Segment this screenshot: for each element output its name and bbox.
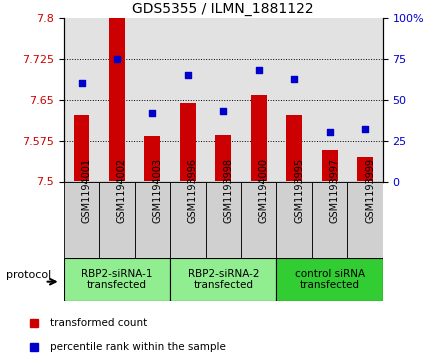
Point: [326, 130, 333, 135]
Text: transformed count: transformed count: [50, 318, 147, 328]
Bar: [64, 182, 99, 258]
Bar: [205, 182, 241, 258]
Bar: [312, 182, 347, 258]
Bar: [276, 258, 383, 301]
Bar: [109, 18, 125, 182]
Bar: [99, 182, 135, 258]
Text: GSM1194002: GSM1194002: [117, 158, 127, 223]
Point: [114, 56, 121, 62]
Bar: [170, 258, 276, 301]
Text: percentile rank within the sample: percentile rank within the sample: [50, 342, 226, 352]
Title: GDS5355 / ILMN_1881122: GDS5355 / ILMN_1881122: [132, 2, 314, 16]
Bar: [286, 115, 302, 182]
Point: [291, 76, 298, 82]
Point: [149, 110, 156, 116]
Text: GSM1193996: GSM1193996: [188, 158, 198, 223]
Bar: [251, 95, 267, 182]
Point: [78, 81, 85, 86]
Bar: [357, 157, 373, 182]
Bar: [276, 18, 312, 182]
Point: [184, 72, 191, 78]
Text: RBP2-siRNA-1
transfected: RBP2-siRNA-1 transfected: [81, 269, 153, 290]
Bar: [347, 182, 383, 258]
Bar: [99, 18, 135, 182]
Bar: [312, 18, 347, 182]
Bar: [180, 102, 196, 182]
Text: GSM1193999: GSM1193999: [365, 158, 375, 223]
Text: GSM1194001: GSM1194001: [81, 158, 92, 223]
Bar: [241, 182, 276, 258]
Bar: [215, 135, 231, 182]
Text: RBP2-siRNA-2
transfected: RBP2-siRNA-2 transfected: [187, 269, 259, 290]
Text: GSM1193997: GSM1193997: [330, 158, 340, 223]
Bar: [64, 18, 99, 182]
Text: GSM1193995: GSM1193995: [294, 158, 304, 223]
Bar: [144, 136, 161, 182]
Bar: [322, 150, 337, 182]
Bar: [64, 258, 170, 301]
Point: [255, 68, 262, 73]
Bar: [170, 18, 205, 182]
Bar: [347, 18, 383, 182]
Bar: [135, 18, 170, 182]
Text: protocol: protocol: [6, 270, 51, 280]
Text: GSM1194000: GSM1194000: [259, 158, 269, 223]
Bar: [276, 182, 312, 258]
Point: [220, 108, 227, 114]
Text: GSM1194003: GSM1194003: [152, 158, 162, 223]
Text: control siRNA
transfected: control siRNA transfected: [294, 269, 365, 290]
Text: GSM1193998: GSM1193998: [223, 158, 233, 223]
Bar: [205, 18, 241, 182]
Bar: [73, 115, 89, 182]
Bar: [170, 182, 205, 258]
Point: [362, 126, 369, 132]
Bar: [241, 18, 276, 182]
Bar: [135, 182, 170, 258]
